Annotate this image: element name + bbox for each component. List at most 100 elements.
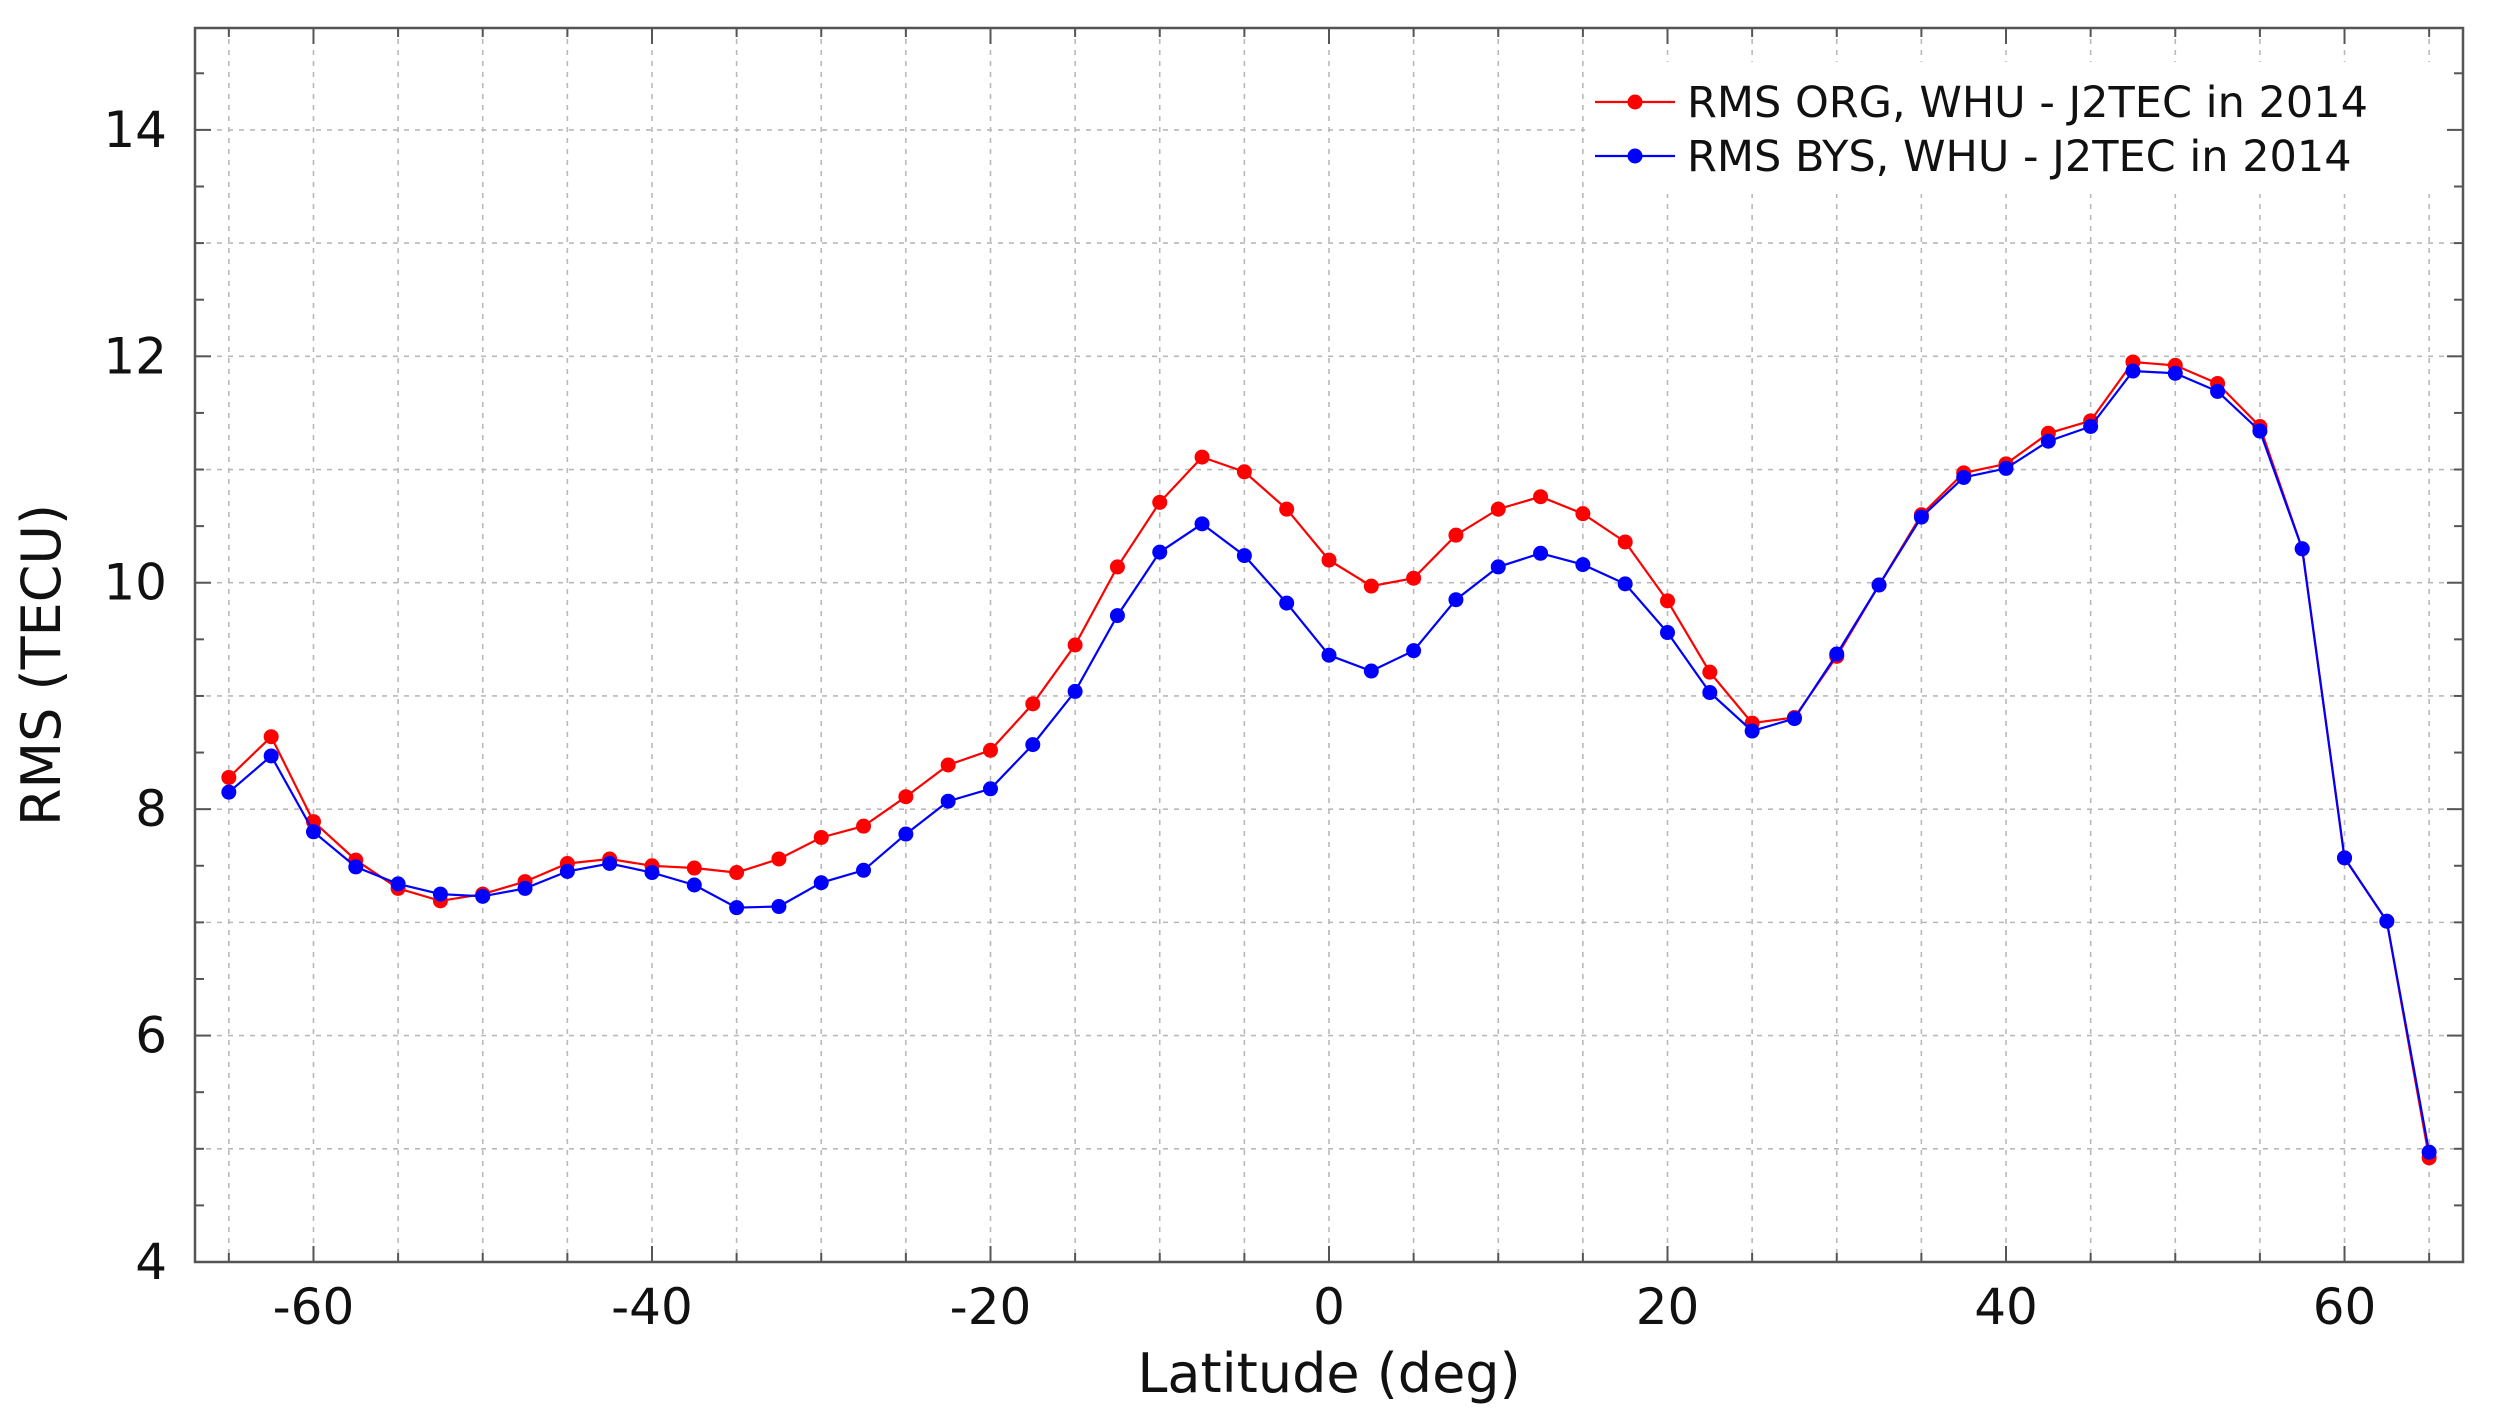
data-point xyxy=(1363,663,1379,679)
data-point xyxy=(1025,696,1041,712)
x-tick-label: -60 xyxy=(273,1278,355,1336)
data-point xyxy=(1194,516,1210,532)
data-point xyxy=(686,860,702,876)
data-point xyxy=(771,899,787,915)
data-point xyxy=(898,789,914,805)
data-point xyxy=(1448,527,1464,543)
y-tick-label: 12 xyxy=(103,327,167,385)
data-point xyxy=(1109,608,1125,624)
y-tick-label: 4 xyxy=(135,1233,167,1291)
data-point xyxy=(1279,501,1295,517)
data-point xyxy=(1702,664,1718,680)
data-point xyxy=(1025,737,1041,753)
legend-label: RMS ORG, WHU - J2TEC in 2014 xyxy=(1687,78,2368,128)
data-point xyxy=(2210,383,2226,399)
series-group xyxy=(221,354,2437,1166)
legend-marker xyxy=(1627,148,1643,164)
legend-entry: RMS BYS, WHU - J2TEC in 2014 xyxy=(1595,132,2352,182)
data-point xyxy=(1236,464,1252,480)
data-point xyxy=(1236,548,1252,564)
data-point xyxy=(729,865,745,881)
data-point xyxy=(1871,577,1887,593)
data-point xyxy=(1575,506,1591,522)
data-point xyxy=(1660,593,1676,609)
data-point xyxy=(771,851,787,867)
legend-entry: RMS ORG, WHU - J2TEC in 2014 xyxy=(1595,78,2368,128)
data-point xyxy=(263,729,279,745)
data-point xyxy=(517,880,533,896)
tick-labels: -60 -40 -20 0 20 40 60 4 6 8 10 12 14 xyxy=(103,101,2376,1336)
data-point xyxy=(1956,469,1972,485)
data-point xyxy=(1617,576,1633,592)
data-point xyxy=(390,876,406,892)
data-point xyxy=(2167,365,2183,381)
y-tick-label: 6 xyxy=(135,1007,167,1065)
x-tick-label: -40 xyxy=(611,1278,693,1336)
data-point xyxy=(1490,559,1506,575)
data-point xyxy=(1152,544,1168,560)
x-tick-label: 0 xyxy=(1313,1278,1345,1336)
data-point xyxy=(263,748,279,764)
data-point xyxy=(475,888,491,904)
data-point xyxy=(1490,501,1506,517)
data-point xyxy=(1744,723,1760,739)
data-point xyxy=(982,781,998,797)
data-point xyxy=(813,875,829,891)
data-point xyxy=(1702,685,1718,701)
data-point xyxy=(1829,646,1845,662)
data-point xyxy=(1533,489,1549,505)
x-tick-label: 40 xyxy=(1974,1278,2038,1336)
data-point xyxy=(2252,423,2268,439)
y-tick-label: 8 xyxy=(135,780,167,838)
data-point xyxy=(1406,570,1422,586)
data-point xyxy=(813,829,829,845)
data-point xyxy=(982,742,998,758)
data-point xyxy=(221,769,237,785)
x-tick-label: 20 xyxy=(1636,1278,1700,1336)
data-point xyxy=(1109,559,1125,575)
data-point xyxy=(2294,541,2310,557)
data-point xyxy=(1406,643,1422,659)
data-point xyxy=(432,886,448,902)
plot-frame xyxy=(193,26,2465,1264)
data-point xyxy=(729,900,745,916)
data-point xyxy=(602,855,618,871)
data-point xyxy=(686,877,702,893)
y-tick-label: 14 xyxy=(103,101,167,159)
series-rms-bys xyxy=(221,363,2437,1160)
data-point xyxy=(2379,913,2395,929)
grid xyxy=(195,28,2463,1262)
data-point xyxy=(1152,494,1168,510)
data-point xyxy=(898,826,914,842)
data-point xyxy=(1067,637,1083,653)
y-tick-label: 10 xyxy=(103,554,167,612)
data-point xyxy=(1617,534,1633,550)
data-point xyxy=(856,818,872,834)
legend-marker xyxy=(1627,94,1643,110)
data-point xyxy=(1575,557,1591,573)
data-point xyxy=(348,859,364,875)
data-point xyxy=(940,793,956,809)
data-point xyxy=(1321,647,1337,663)
legend-background xyxy=(1585,62,2445,194)
x-axis-title: Latitude (deg) xyxy=(1137,1342,1520,1405)
data-point xyxy=(1533,545,1549,561)
data-point xyxy=(2083,419,2099,435)
data-point xyxy=(2040,433,2056,449)
data-point xyxy=(1998,460,2014,476)
data-point xyxy=(1194,449,1210,465)
data-point xyxy=(1363,578,1379,594)
data-point xyxy=(305,824,321,840)
legend-label: RMS BYS, WHU - J2TEC in 2014 xyxy=(1687,132,2352,182)
data-point xyxy=(1321,552,1337,568)
data-point xyxy=(1913,509,1929,525)
x-tick-label: -20 xyxy=(950,1278,1032,1336)
data-point xyxy=(1448,592,1464,608)
x-tick-label: 60 xyxy=(2313,1278,2377,1336)
data-point xyxy=(221,784,237,800)
